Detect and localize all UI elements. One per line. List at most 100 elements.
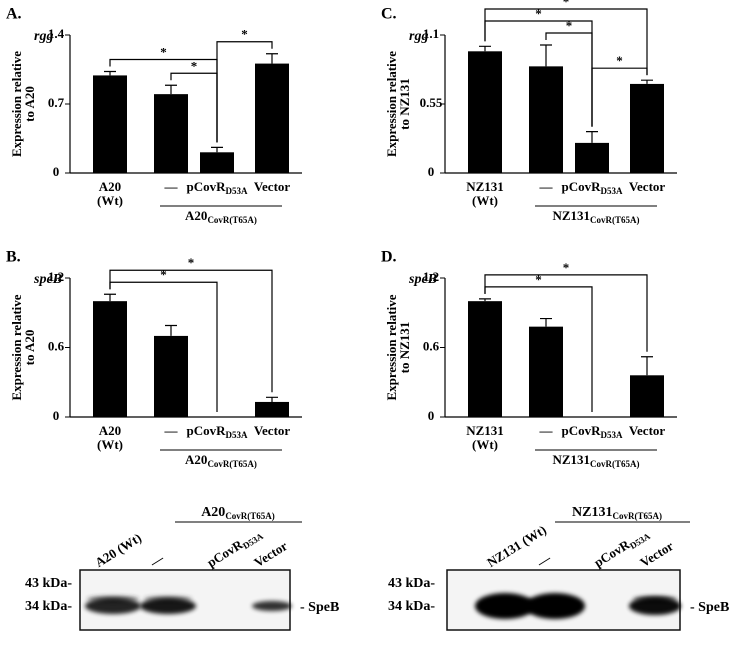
y-tick-label: 0	[428, 164, 435, 179]
x-tick-label: Vector	[254, 179, 291, 194]
group-label: NZ131CovR(T65A)	[552, 208, 639, 225]
text-part: (Wt)	[472, 437, 498, 452]
x-tick-label: A20	[99, 423, 121, 438]
text-part: (Wt)	[97, 437, 123, 452]
text-part: pCovR	[561, 423, 601, 438]
significance-label: *	[188, 255, 195, 270]
significance-bracket	[109, 269, 273, 393]
y-tick-label: 0.55	[420, 95, 443, 110]
panel-label: A.	[6, 6, 22, 23]
subscript: D53A	[628, 531, 652, 551]
subscript: D53A	[601, 430, 623, 440]
error-bar	[479, 45, 491, 52]
text-part: (Wt)	[97, 193, 123, 208]
size-marker: 43 kDa-	[25, 576, 72, 591]
text-part: Vector	[629, 179, 666, 194]
text-part: A20	[201, 505, 225, 520]
x-tick-label: A20	[99, 179, 121, 194]
y-tick-label: 0	[428, 408, 435, 423]
lane-label: —	[146, 550, 167, 571]
blot-band	[252, 601, 292, 611]
significance-bracket	[484, 274, 648, 352]
x-tick-label: pCovRD53A	[186, 423, 248, 440]
bar	[468, 51, 502, 173]
significance-label: *	[535, 272, 542, 287]
y-tick-label: 0.6	[48, 338, 65, 353]
significance-label: *	[535, 6, 542, 21]
x-tick-label: NZ131	[466, 423, 504, 438]
gene-label: speB	[33, 272, 62, 287]
significance-label: *	[160, 44, 167, 59]
x-tick-label: —	[539, 423, 554, 438]
text-part: Vector	[629, 423, 666, 438]
lane-label: —	[533, 550, 554, 571]
size-marker: 34 kDa-	[25, 599, 72, 614]
y-tick-label: 0.7	[48, 95, 65, 110]
x-tick-label: Vector	[629, 179, 666, 194]
bar	[529, 66, 563, 173]
significance-bracket	[484, 8, 648, 76]
significance-label: *	[191, 58, 198, 73]
subscript: CovR(T65A)	[207, 215, 257, 225]
x-tick-label: Vector	[629, 423, 666, 438]
text-part: pCovR	[591, 536, 633, 570]
bar	[630, 83, 664, 173]
text-part: —	[539, 179, 554, 194]
text-part: A20	[185, 208, 207, 223]
text-part: A20	[185, 452, 207, 467]
x-tick-label: (Wt)	[472, 193, 498, 208]
blot-band	[525, 593, 585, 619]
y-axis-label: to A20	[22, 330, 37, 366]
gene-label: rgg	[34, 29, 53, 44]
error-bar	[540, 317, 552, 327]
subscript: D53A	[601, 186, 623, 196]
bar	[154, 94, 188, 173]
error-bar	[479, 298, 491, 302]
significance-label: *	[566, 18, 573, 33]
subscript: CovR(T65A)	[207, 459, 257, 469]
text-part: (Wt)	[472, 193, 498, 208]
error-bar	[104, 293, 116, 302]
y-tick-label: 1.4	[48, 26, 65, 41]
x-tick-label: —	[164, 423, 179, 438]
subscript: CovR(T65A)	[225, 511, 275, 521]
y-axis-label: Expression relative	[9, 51, 24, 157]
y-axis-label: Expression relative	[384, 51, 399, 157]
blot-band	[475, 593, 535, 619]
error-bar	[266, 53, 278, 64]
text-part: NZ131	[466, 179, 504, 194]
x-tick-label: (Wt)	[97, 437, 123, 452]
error-bar	[104, 70, 116, 76]
text-part: pCovR	[204, 536, 246, 570]
error-bar	[641, 356, 653, 376]
bar	[255, 401, 289, 417]
x-tick-label: —	[539, 179, 554, 194]
group-label: A20CovR(T65A)	[185, 208, 257, 225]
text-part: NZ131	[552, 452, 590, 467]
error-bar	[165, 84, 177, 95]
error-bar	[641, 79, 653, 84]
bar	[575, 142, 609, 173]
panel-label: B.	[6, 249, 21, 266]
y-axis-label: Expression relative	[384, 294, 399, 400]
bar	[93, 75, 127, 173]
y-axis-label: Expression relative	[9, 294, 24, 400]
text-part: —	[539, 423, 554, 438]
size-marker: 43 kDa-	[388, 576, 435, 591]
text-part: Vector	[254, 423, 291, 438]
y-tick-label: 0.6	[423, 338, 440, 353]
subscript: CovR(T65A)	[612, 511, 662, 521]
y-tick-label: 0	[53, 408, 60, 423]
significance-label: *	[160, 267, 167, 282]
x-tick-label: pCovRD53A	[561, 179, 623, 196]
text-part: pCovR	[186, 179, 226, 194]
blot-band	[140, 598, 196, 614]
y-axis-label: to A20	[22, 86, 37, 122]
subscript: D53A	[226, 430, 248, 440]
gene-label: rgg	[409, 29, 428, 44]
text-part: pCovR	[561, 179, 601, 194]
band-label: - SpeB	[300, 600, 339, 615]
subscript: CovR(T65A)	[590, 215, 640, 225]
gene-label: speB	[408, 272, 437, 287]
